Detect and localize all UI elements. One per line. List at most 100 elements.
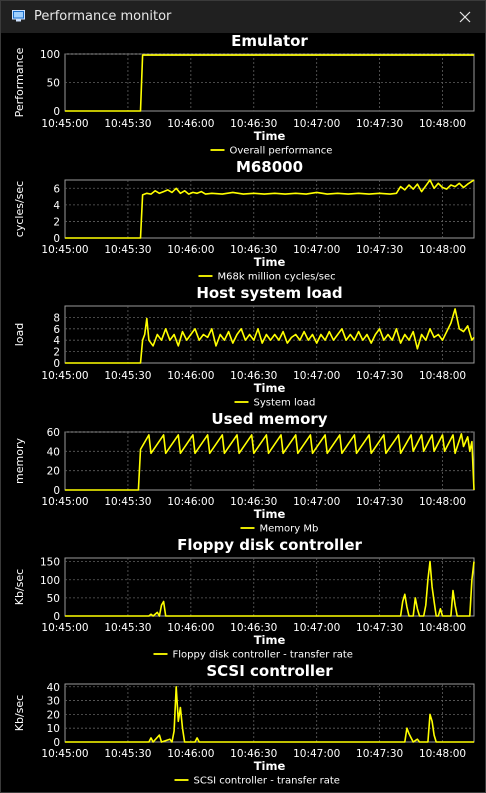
x-tick-label: 10:48:00	[419, 622, 466, 634]
x-axis-label: Time	[254, 507, 286, 521]
y-tick-label: 30	[47, 696, 60, 708]
x-axis-label: Time	[254, 633, 286, 647]
x-tick-label: 10:46:00	[167, 748, 214, 760]
series-line	[65, 560, 475, 617]
x-tick-label: 10:45:30	[104, 370, 151, 382]
y-tick-label: 20	[47, 709, 60, 721]
x-tick-label: 10:46:30	[230, 370, 277, 382]
series-line	[65, 179, 475, 239]
title-bar[interactable]: Performance monitor	[1, 1, 485, 33]
y-tick-label: 2	[53, 216, 60, 228]
x-tick-label: 10:47:00	[293, 496, 340, 508]
x-tick-label: 10:46:00	[167, 622, 214, 634]
close-icon	[459, 11, 471, 23]
x-tick-label: 10:47:30	[356, 370, 403, 382]
x-tick-label: 10:47:30	[356, 244, 403, 256]
x-axis-label: Time	[254, 129, 286, 143]
legend: Overall performance	[210, 146, 332, 157]
y-tick-label: 100	[40, 49, 60, 61]
legend-label: SCSI controller - transfer rate	[194, 776, 340, 787]
x-tick-label: 10:45:00	[41, 496, 88, 508]
x-axis-label: Time	[254, 381, 286, 395]
legend: Floppy disk controller - transfer rate	[153, 650, 353, 661]
y-tick-label: 0	[53, 233, 60, 245]
x-tick-label: 10:45:30	[104, 496, 151, 508]
y-tick-label: 2	[53, 347, 60, 359]
y-axis-label: load	[13, 323, 26, 347]
x-tick-label: 10:46:00	[167, 496, 214, 508]
y-axis-label: memory	[13, 438, 26, 484]
y-tick-label: 0	[53, 611, 60, 623]
x-tick-label: 10:47:30	[356, 496, 403, 508]
x-tick-label: 10:48:00	[419, 244, 466, 256]
y-tick-label: 60	[47, 427, 60, 439]
close-button[interactable]	[445, 1, 485, 33]
x-tick-label: 10:45:30	[104, 244, 151, 256]
x-tick-label: 10:45:00	[41, 370, 88, 382]
x-tick-label: 10:46:00	[167, 370, 214, 382]
legend-label: M68k million cycles/sec	[218, 272, 336, 283]
chart-panel: Floppy disk controller 10:45:00 10:45:30 10…	[13, 536, 475, 661]
x-tick-label: 10:45:30	[104, 622, 151, 634]
x-tick-label: 10:47:00	[293, 622, 340, 634]
y-tick-label: 0	[53, 737, 60, 749]
x-axis-label: Time	[254, 255, 286, 269]
series-line	[65, 54, 474, 112]
y-tick-label: 6	[53, 324, 60, 336]
monitor-icon	[12, 10, 25, 22]
legend-label: System load	[254, 398, 316, 409]
chart-title: Floppy disk controller	[177, 536, 362, 554]
plot-area	[64, 431, 475, 491]
y-tick-label: 0	[53, 358, 60, 370]
chart-title: Used memory	[211, 410, 327, 428]
y-tick-label: 4	[53, 335, 60, 347]
series-line	[65, 308, 475, 364]
legend: SCSI controller - transfer rate	[174, 776, 340, 787]
y-axis-label: Kb/sec	[13, 695, 26, 731]
y-tick-label: 6	[53, 183, 60, 195]
series-line	[65, 433, 475, 491]
x-tick-label: 10:46:30	[230, 496, 277, 508]
y-axis-label: Performance	[13, 47, 26, 117]
x-tick-label: 10:46:00	[167, 118, 214, 130]
chart-panel: Used memory 10:45:00 10:45:30 10:46:00 10:46…	[13, 410, 475, 535]
x-tick-label: 10:46:00	[167, 244, 214, 256]
x-tick-label: 10:47:30	[356, 622, 403, 634]
x-tick-label: 10:47:00	[293, 118, 340, 130]
x-tick-label: 10:47:00	[293, 244, 340, 256]
chart-panel: Host system load 10:45:00 10:45:30 10:46:00…	[13, 284, 475, 409]
x-tick-label: 10:45:30	[104, 748, 151, 760]
x-tick-label: 10:45:00	[41, 622, 88, 634]
x-tick-label: 10:48:00	[419, 370, 466, 382]
chart-panel: Emulator 10:45:00 10:45:30 10:46:00 10:46:30…	[13, 32, 475, 157]
x-tick-label: 10:45:00	[41, 244, 88, 256]
y-tick-label: 8	[53, 312, 60, 324]
chart-title: Emulator	[231, 32, 308, 50]
y-tick-label: 10	[47, 723, 60, 735]
x-tick-label: 10:47:30	[356, 118, 403, 130]
series-line	[65, 685, 474, 743]
y-axis-label: cycles/sec	[13, 181, 26, 237]
y-tick-label: 0	[53, 485, 60, 497]
x-tick-label: 10:46:30	[230, 244, 277, 256]
y-tick-label: 100	[40, 575, 60, 587]
window-title: Performance monitor	[34, 9, 172, 24]
legend: System load	[234, 398, 316, 409]
y-tick-label: 0	[53, 106, 60, 118]
chart-panel: SCSI controller 10:45:00 10:45:30 10:46:00 1…	[13, 662, 475, 787]
x-tick-label: 10:47:00	[293, 748, 340, 760]
x-tick-label: 10:46:30	[230, 622, 277, 634]
chart-title: SCSI controller	[206, 662, 333, 680]
x-tick-label: 10:46:30	[230, 748, 277, 760]
y-tick-label: 40	[47, 446, 60, 458]
x-axis-label: Time	[254, 759, 286, 773]
chart-title: Host system load	[196, 284, 342, 302]
legend-label: Floppy disk controller - transfer rate	[173, 650, 353, 661]
x-tick-label: 10:45:00	[41, 118, 88, 130]
plot-area	[64, 305, 475, 364]
chart-title: M68000	[236, 158, 303, 176]
legend: Memory Mb	[240, 524, 318, 535]
chart-panel: M68000 10:45:00 10:45:30 10:46:00 10:46:30 10…	[13, 158, 475, 283]
